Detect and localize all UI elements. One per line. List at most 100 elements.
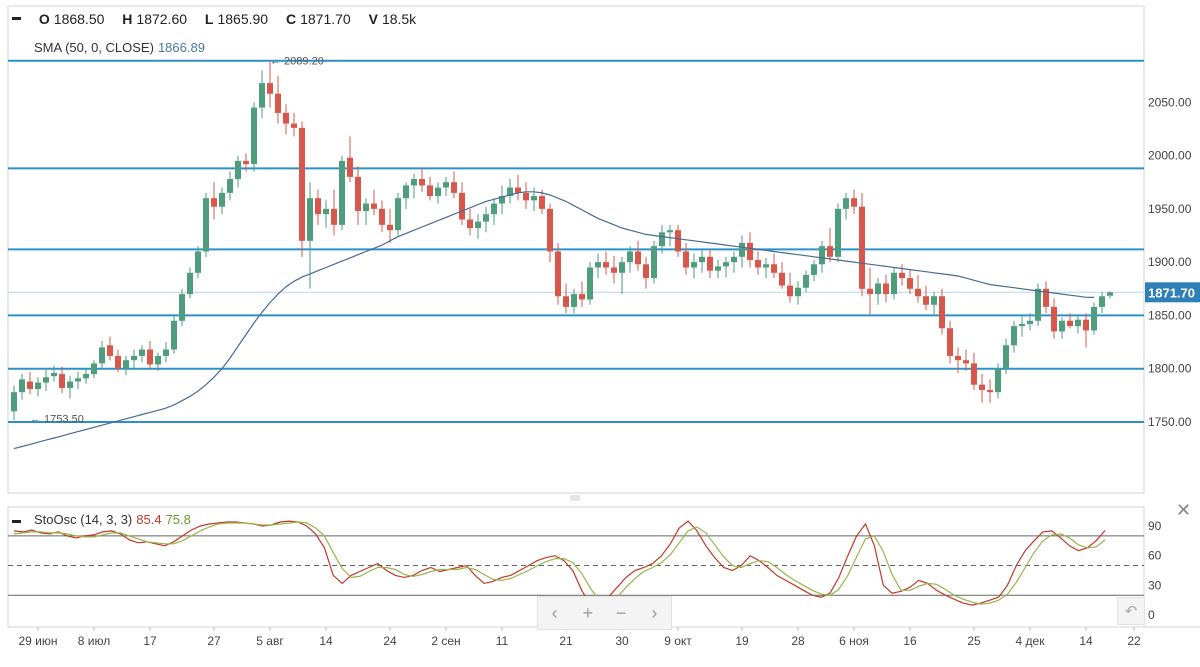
candle-up[interactable] [395, 198, 401, 231]
candle-down[interactable] [267, 83, 273, 94]
candle-down[interactable] [331, 208, 337, 225]
candle-up[interactable] [843, 198, 849, 209]
candle-down[interactable] [275, 93, 281, 113]
candle-up[interactable] [835, 208, 841, 257]
candle-up[interactable] [995, 368, 1001, 393]
candle-down[interactable] [987, 390, 993, 393]
stoch-collapse-dash-icon[interactable] [12, 520, 21, 523]
candle-up[interactable] [19, 379, 25, 393]
candle-up[interactable] [339, 160, 345, 225]
candle-up[interactable] [155, 355, 161, 365]
sma-line[interactable] [13, 191, 1095, 450]
candle-down[interactable] [899, 272, 905, 279]
candle-down[interactable] [851, 198, 857, 207]
candle-up[interactable] [699, 256, 705, 263]
candle-up[interactable] [187, 272, 193, 295]
candle-down[interactable] [747, 242, 753, 261]
candle-down[interactable] [1051, 306, 1057, 332]
candle-down[interactable] [867, 288, 873, 295]
candle-up[interactable] [35, 382, 41, 389]
candle-up[interactable] [195, 251, 201, 273]
zoom-in-button[interactable]: + [582, 602, 594, 623]
candle-up[interactable] [1011, 326, 1017, 346]
candle-down[interactable] [1043, 288, 1049, 307]
candle-up[interactable] [1091, 306, 1097, 331]
candle-down[interactable] [563, 296, 569, 307]
candle-up[interactable] [83, 374, 89, 379]
candle-down[interactable] [779, 272, 785, 286]
candle-up[interactable] [403, 185, 409, 199]
candle-down[interactable] [555, 251, 561, 297]
candle-up[interactable] [619, 262, 625, 273]
candle-down[interactable] [379, 208, 385, 225]
candle-up[interactable] [475, 221, 481, 229]
candle-up[interactable] [507, 187, 513, 197]
candle-down[interactable] [939, 296, 945, 329]
candle-up[interactable] [411, 179, 417, 186]
candle-down[interactable] [643, 264, 649, 279]
candle-up[interactable] [67, 381, 73, 388]
pane-splitter-handle[interactable] [570, 495, 580, 501]
candle-up[interactable] [531, 196, 537, 201]
candle-up[interactable] [163, 349, 169, 356]
candle-down[interactable] [579, 294, 585, 300]
candle-down[interactable] [451, 182, 457, 193]
candle-up[interactable] [219, 192, 225, 207]
candle-down[interactable] [771, 264, 777, 273]
candle-down[interactable] [923, 296, 929, 305]
candle-up[interactable] [875, 283, 881, 295]
candle-down[interactable] [59, 374, 65, 388]
candle-down[interactable] [611, 267, 617, 273]
candle-up[interactable] [691, 262, 697, 268]
candle-up[interactable] [891, 272, 897, 295]
candle-down[interactable] [427, 185, 433, 197]
candle-down[interactable] [971, 363, 977, 385]
candle-down[interactable] [27, 381, 33, 389]
candle-down[interactable] [955, 355, 961, 361]
candle-up[interactable] [363, 203, 369, 211]
candle-down[interactable] [827, 246, 833, 257]
candle-up[interactable] [123, 360, 129, 369]
candle-up[interactable] [931, 296, 937, 305]
candle-up[interactable] [435, 187, 441, 197]
candle-down[interactable] [387, 224, 393, 231]
candle-up[interactable] [803, 274, 809, 288]
candle-down[interactable] [147, 349, 153, 365]
candle-up[interactable] [731, 256, 737, 263]
candle-up[interactable] [723, 262, 729, 267]
candle-down[interactable] [907, 278, 913, 289]
candle-up[interactable] [443, 182, 449, 188]
candle-up[interactable] [203, 198, 209, 252]
stoch-legend[interactable]: StoOsc (14, 3, 3) 85.4 75.8 [12, 512, 191, 527]
candle-down[interactable] [107, 345, 113, 356]
collapse-dash-icon[interactable] [12, 16, 21, 20]
candle-down[interactable] [547, 208, 553, 252]
candle-down[interactable] [859, 206, 865, 289]
candle-down[interactable] [515, 187, 521, 193]
candle-up[interactable] [235, 160, 241, 180]
candle-up[interactable] [667, 230, 673, 233]
candle-down[interactable] [291, 123, 297, 128]
close-icon[interactable]: ✕ [1176, 500, 1192, 520]
candle-down[interactable] [979, 384, 985, 391]
candle-up[interactable] [1035, 288, 1041, 321]
sma-legend[interactable]: SMA (50, 0, CLOSE) 1866.89 [34, 40, 205, 55]
candle-up[interactable] [171, 320, 177, 350]
candle-up[interactable] [99, 347, 105, 364]
candle-up[interactable] [1075, 319, 1081, 327]
candle-up[interactable] [1019, 323, 1025, 327]
candle-down[interactable] [115, 355, 121, 369]
undo-icon[interactable]: ↶ [1117, 597, 1145, 625]
stoch-k-line[interactable] [13, 520, 1106, 608]
candle-up[interactable] [1027, 320, 1033, 324]
candle-up[interactable] [1107, 292, 1113, 296]
candle-up[interactable] [819, 246, 825, 265]
candle-up[interactable] [323, 208, 329, 215]
candle-down[interactable] [283, 112, 289, 124]
candle-down[interactable] [963, 360, 969, 364]
candle-up[interactable] [763, 264, 769, 268]
candle-down[interactable] [915, 288, 921, 297]
candle-up[interactable] [651, 246, 657, 279]
candle-up[interactable] [43, 377, 49, 383]
